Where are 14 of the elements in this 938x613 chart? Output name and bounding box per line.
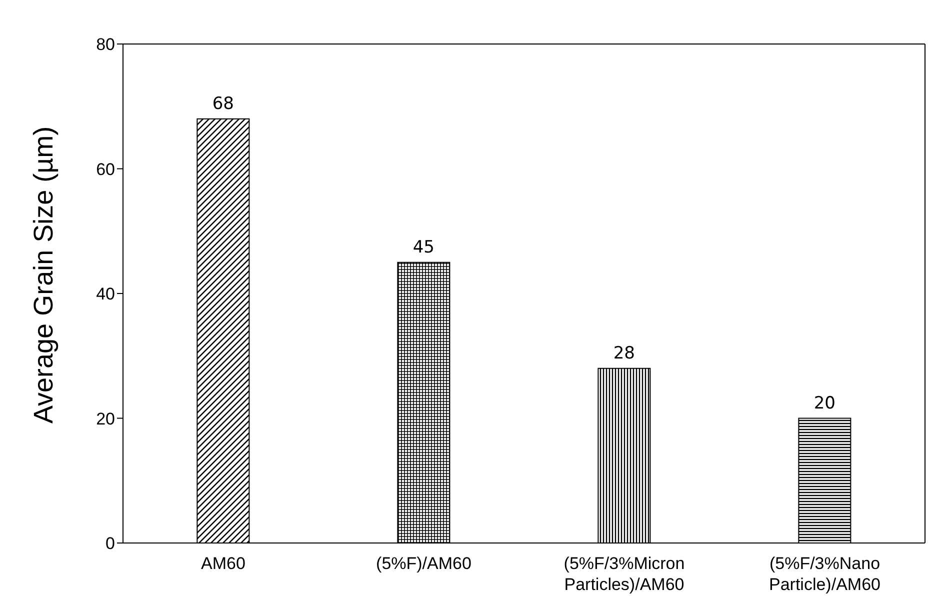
x-tick-label: (5%F/3%Micron Particles)/AM60 <box>564 554 685 594</box>
y-tick-label: 20 <box>96 409 115 428</box>
y-tick-label: 80 <box>96 35 115 54</box>
data-label: 68 <box>212 94 234 114</box>
y-tick-label: 0 <box>106 534 115 554</box>
y-tick-label: 40 <box>96 284 115 304</box>
x-tick-label: (5%F)/AM60 <box>376 554 472 573</box>
data-label: 45 <box>412 237 435 258</box>
data-label: 28 <box>613 343 636 364</box>
x-tick-label: (5%F/3%Nano Particle)/AM60 <box>769 554 880 594</box>
y-axis-title: Average Grain Size (µm) <box>28 126 59 424</box>
x-tick-label: AM60 <box>201 554 246 573</box>
y-tick-label: 60 <box>96 160 115 179</box>
data-label: 20 <box>814 393 836 414</box>
